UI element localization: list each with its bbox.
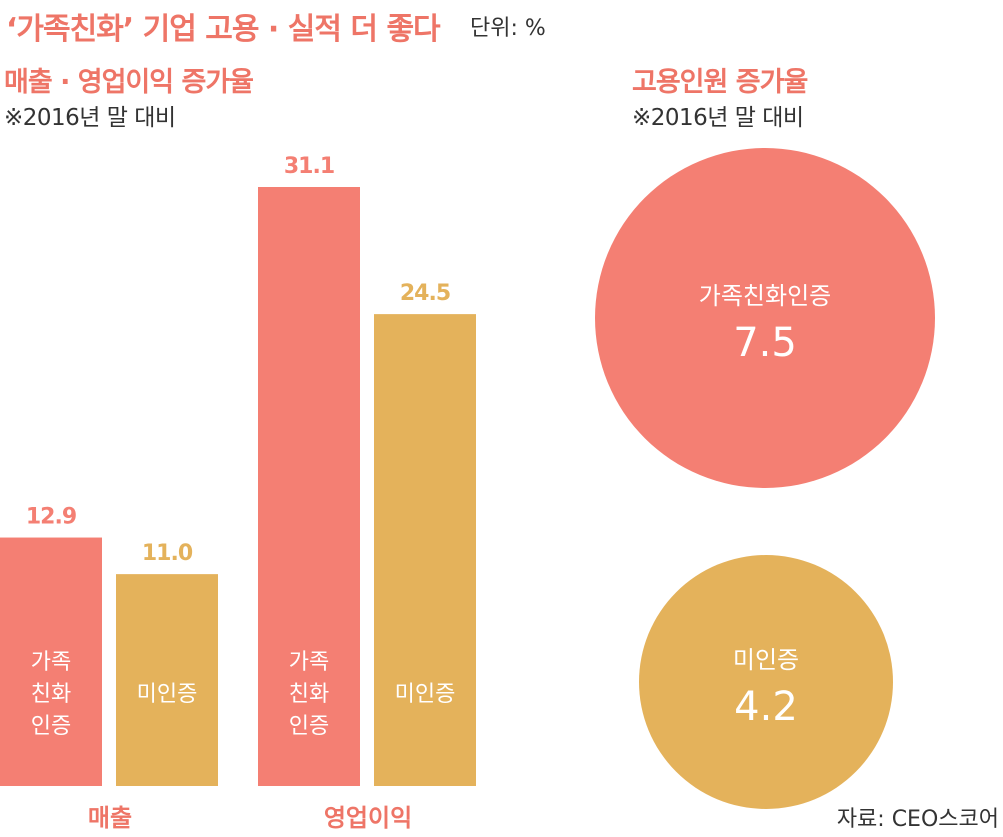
category-label-0: 매출 xyxy=(88,804,132,832)
circle-chart-note: ※2016년 말 대비 xyxy=(632,105,804,131)
bar-value-1-0: 31.1 xyxy=(284,154,334,179)
bar-value-1-1: 24.5 xyxy=(400,281,450,306)
source-note: 자료: CEO스코어 xyxy=(836,807,999,832)
bar-label-1-1-0: 미인증 xyxy=(395,682,456,707)
bar-label-0-0-1: 친화 xyxy=(31,682,71,707)
bar-chart-title: 매출 · 영업이익 증가율 xyxy=(4,67,254,98)
circle-certified-label: 가족친화인증 xyxy=(698,282,832,310)
bar-label-0-1-0: 미인증 xyxy=(137,682,198,707)
circle-uncertified: 미인증 4.2 xyxy=(638,554,894,810)
bar-label-1-0-0: 가족 xyxy=(289,650,329,675)
bar-0-1 xyxy=(116,574,218,786)
bar-1-1 xyxy=(374,314,476,786)
circle-certified: 가족친화인증 7.5 xyxy=(595,148,935,488)
bar-0-0 xyxy=(0,537,102,786)
bar-label-0-0-2: 인증 xyxy=(31,714,71,739)
bar-1-0 xyxy=(258,187,360,786)
bar-value-0-1: 11.0 xyxy=(142,541,193,566)
unit-label: 단위: % xyxy=(470,16,546,41)
bar-label-1-0-2: 인증 xyxy=(289,714,329,739)
circle-uncertified-label: 미인증 xyxy=(732,645,800,674)
bar-label-1-0-1: 친화 xyxy=(289,682,329,707)
bar-chart-note: ※2016년 말 대비 xyxy=(4,105,176,131)
circle-chart-title: 고용인원 증가율 xyxy=(632,67,808,98)
bar-label-0-0-0: 가족 xyxy=(31,650,71,675)
page-title: ‘가족친화’ 기업 고용 · 실적 더 좋다 xyxy=(6,12,441,47)
circle-certified-value: 7.5 xyxy=(733,320,797,366)
category-label-1: 영업이익 xyxy=(324,804,412,832)
circle-uncertified-value: 4.2 xyxy=(734,683,798,730)
bar-value-0-0: 12.9 xyxy=(26,505,76,530)
